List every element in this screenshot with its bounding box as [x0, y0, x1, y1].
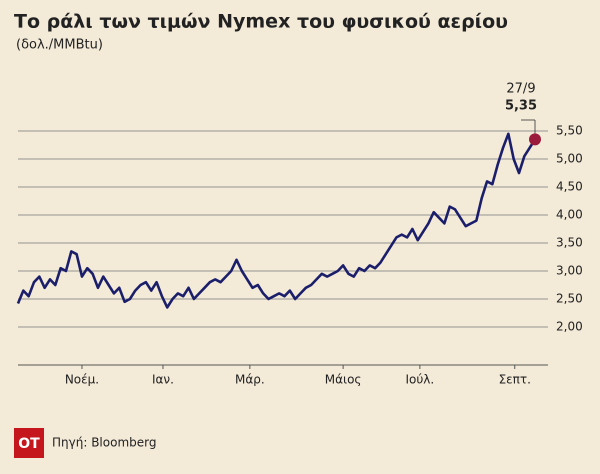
line [16, 132, 537, 309]
y-tick-label: 3,00 [556, 264, 583, 278]
y-tick-label: 5,00 [556, 152, 583, 166]
y-tick-label: 4,50 [556, 180, 583, 194]
y-tick-label: 4,00 [556, 208, 583, 222]
y-tick-label: 2,00 [556, 320, 583, 334]
logo-box [14, 428, 44, 458]
x-tick-label: Ιαν. [152, 373, 174, 387]
annotation-value: 5,35 [505, 99, 537, 114]
chart-subtitle: (δολ./MMBtu) [16, 38, 103, 53]
y-tick-label: 3,50 [556, 236, 583, 250]
x-tick-label: Σεπτ. [499, 373, 531, 387]
y-tick-label: 5,50 [556, 124, 583, 138]
chart-title: Το ράλι των τιμών Nymex του φυσικού αερί… [14, 11, 508, 33]
last-point [529, 133, 541, 146]
y-tick-label: 2,50 [556, 292, 583, 306]
annotation-date: 27/9 [506, 82, 535, 97]
x-tick-label: Μάιος [325, 373, 362, 387]
x-tick-label: Μάρ. [235, 373, 265, 387]
source: Πηγή: Bloomberg [52, 436, 156, 450]
x-tick-label: Ιούλ. [405, 373, 434, 387]
logo: ΟΤ [18, 436, 40, 452]
x-tick-label: Νοέμ. [65, 373, 99, 387]
